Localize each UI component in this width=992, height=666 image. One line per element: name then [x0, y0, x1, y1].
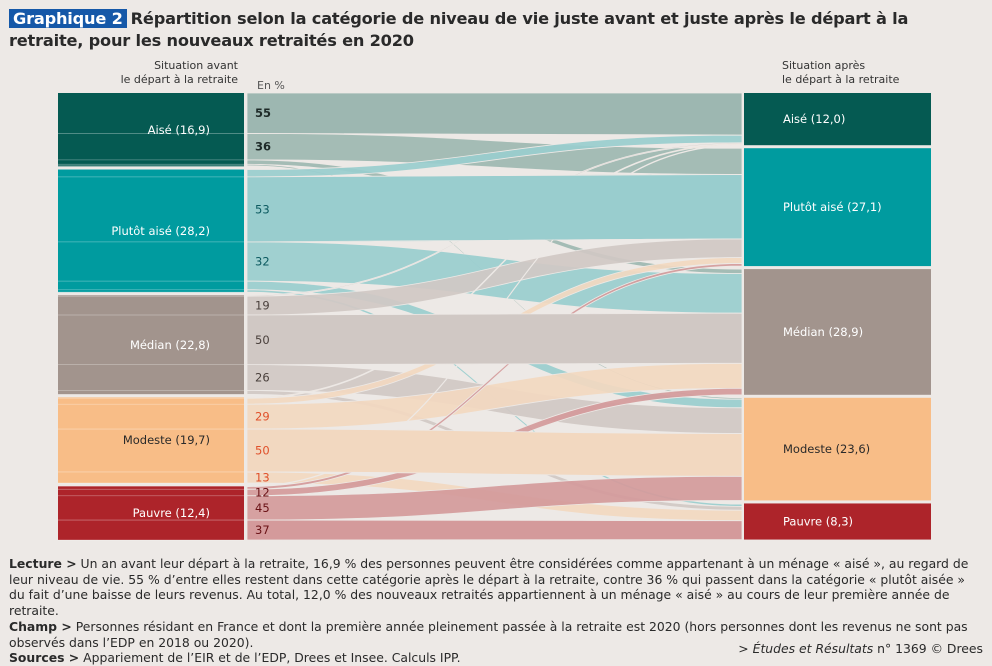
notes: Lecture > Un an avant leur départ à la r…: [9, 556, 984, 666]
flow-value-label: 29: [255, 410, 270, 424]
note-sources-label: Sources >: [9, 650, 80, 666]
note-lecture-label: Lecture >: [9, 556, 77, 571]
note-sources: Sources > Appariement de l’EIR et de l’E…: [9, 650, 984, 666]
note-champ-text: Personnes résidant en France et dont la …: [9, 618, 968, 650]
after-node-label: Aisé (12,0): [783, 112, 845, 126]
flow-modeste-to-modeste: [246, 428, 743, 477]
flow-pauvre-to-pauvre: [246, 519, 743, 541]
flows-layer: [246, 92, 743, 541]
after-node-plutôt-aisé: [744, 148, 931, 267]
after-node-pauvre: [744, 503, 931, 540]
before-node-aisé: [58, 93, 244, 167]
figure-badge: Graphique 2: [9, 9, 127, 28]
note-lecture: Lecture > Un an avant leur départ à la r…: [9, 556, 984, 619]
note-lecture-text: Un an avant leur départ à la retraite, 1…: [9, 556, 969, 619]
labels-layer: Aisé (16,9) Plutôt aisé (28,2) Médian (22,…: [111, 106, 881, 537]
left-axis-title: Situation avant le départ à la retraite: [60, 59, 238, 87]
after-node-label: Médian (28,9): [783, 325, 863, 339]
note-champ: Champ > Personnes résidant en France et …: [9, 619, 984, 650]
flow-plutôt-aisé-to-plutôt-aisé: [246, 174, 743, 243]
flow-value-label: 55: [255, 106, 271, 120]
credit-publication: Études et Résultats: [752, 641, 874, 656]
flow-aisé-to-aisé: [246, 92, 743, 136]
before-node-label: Aisé (16,9): [148, 123, 210, 137]
credit-suffix: n° 1369 © Drees: [873, 641, 983, 656]
credit-prefix: >: [738, 641, 753, 656]
right-axis-title-line2: le départ à la retraite: [782, 73, 900, 86]
left-axis-title-line1: Situation avant: [154, 59, 238, 72]
after-node-label: Plutôt aisé (27,1): [783, 200, 882, 214]
chart-title: Graphique 2 Répartition selon la catégori…: [9, 8, 984, 52]
right-axis-title-line1: Situation après: [782, 59, 866, 72]
sankey-chart: Aisé (16,9) Plutôt aisé (28,2) Médian (22,…: [58, 92, 931, 541]
before-node-pauvre: [58, 486, 244, 540]
after-node-aisé: [744, 93, 931, 146]
flow-value-label: 13: [255, 470, 270, 484]
before-node-modeste: [58, 397, 244, 484]
flow-value-label: 45: [255, 501, 270, 515]
note-sources-text: Appariement de l’EIR et de l’EDP, Drees …: [79, 650, 461, 666]
note-champ-label: Champ >: [9, 618, 72, 634]
flow-value-label: 32: [255, 255, 270, 269]
flow-value-label: 50: [255, 333, 270, 347]
before-node-label: Plutôt aisé (28,2): [111, 224, 210, 238]
chart-title-text: Répartition selon la catégorie de niveau…: [9, 9, 909, 50]
right-axis-title: Situation après le départ à la retraite: [782, 59, 982, 87]
after-node-modeste: [744, 397, 931, 501]
before-node-label: Médian (22,8): [130, 338, 210, 352]
credit: > Études et Résultats n° 1369 © Drees: [738, 641, 983, 656]
flow-value-label: 12: [255, 486, 270, 500]
flow-value-label: 36: [255, 140, 271, 154]
before-node-label: Modeste (19,7): [123, 433, 210, 447]
flow-value-label: 53: [255, 202, 270, 216]
flow-pauvre-to-modeste: [246, 475, 743, 521]
before-node-label: Pauvre (12,4): [133, 506, 210, 520]
after-node-label: Pauvre (8,3): [783, 515, 853, 529]
flow-value-label: 19: [255, 299, 270, 313]
flow-value-label: 37: [255, 523, 270, 537]
flow-médian-to-médian: [246, 312, 743, 366]
unit-label: En %: [257, 79, 285, 92]
flow-value-label: 26: [255, 371, 270, 385]
nodes-layer: [58, 93, 931, 541]
flow-value-label: 50: [255, 443, 270, 457]
after-node-médian: [744, 269, 931, 395]
before-node-plutôt-aisé: [58, 169, 244, 293]
left-axis-title-line2: le départ à la retraite: [120, 73, 238, 86]
after-node-label: Modeste (23,6): [783, 442, 870, 456]
before-node-médian: [58, 295, 244, 395]
